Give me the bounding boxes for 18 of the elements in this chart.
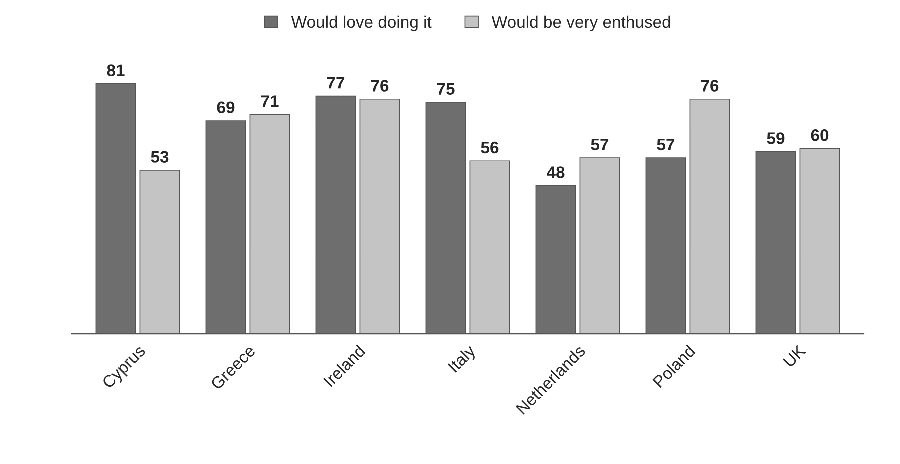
data-label: 75 (437, 83, 455, 95)
x-tick-label: Italy (447, 344, 479, 376)
data-label: 57 (591, 138, 609, 151)
data-label: 77 (327, 77, 345, 89)
data-label: 69 (217, 102, 235, 114)
data-label: 48 (546, 166, 565, 178)
data-label: 53 (151, 151, 169, 163)
data-label: 57 (657, 138, 675, 151)
data-label: 59 (767, 132, 785, 144)
data-label: 81 (107, 64, 125, 76)
data-label: 56 (481, 142, 499, 154)
data-label: 60 (811, 130, 829, 142)
data-label: 76 (371, 80, 389, 92)
data-label: 76 (701, 80, 719, 92)
legend-label: Would love doing it (291, 16, 432, 32)
data-label: 71 (261, 96, 279, 108)
x-tick-label: UK (782, 344, 807, 368)
legend-label: Would be very enthused (492, 16, 670, 32)
